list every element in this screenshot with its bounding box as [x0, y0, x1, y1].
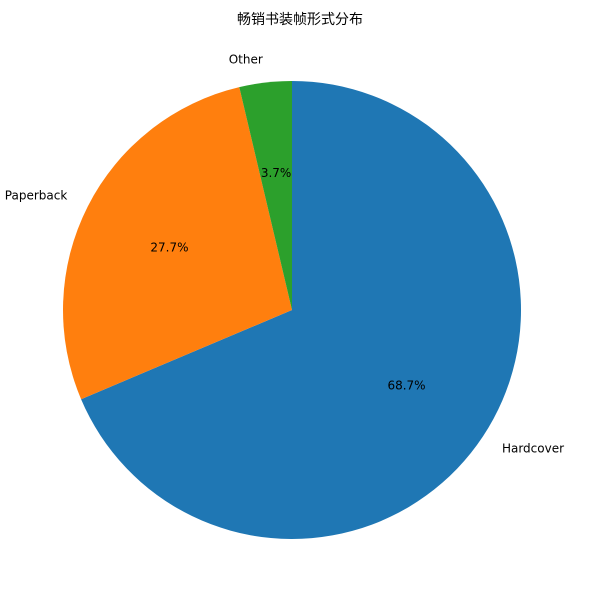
percent-label-paperback: 27.7% — [150, 240, 188, 254]
pie-slice-other — [239, 81, 292, 310]
slice-label-paperback: Paperback — [5, 189, 68, 203]
pie-labels: Hardcover 68.7% Paperback 27.7% Other 3.7% — [5, 52, 564, 455]
percent-label-other: 3.7% — [261, 166, 292, 180]
chart-title: 畅销书装帧形式分布 — [237, 12, 363, 28]
pie-slices — [63, 81, 522, 539]
slice-label-other: Other — [229, 52, 263, 66]
pie-slice-paperback — [63, 87, 293, 400]
slice-label-hardcover: Hardcover — [502, 442, 564, 456]
pie-slice-hardcover — [81, 81, 522, 539]
percent-label-hardcover: 68.7% — [387, 378, 425, 392]
